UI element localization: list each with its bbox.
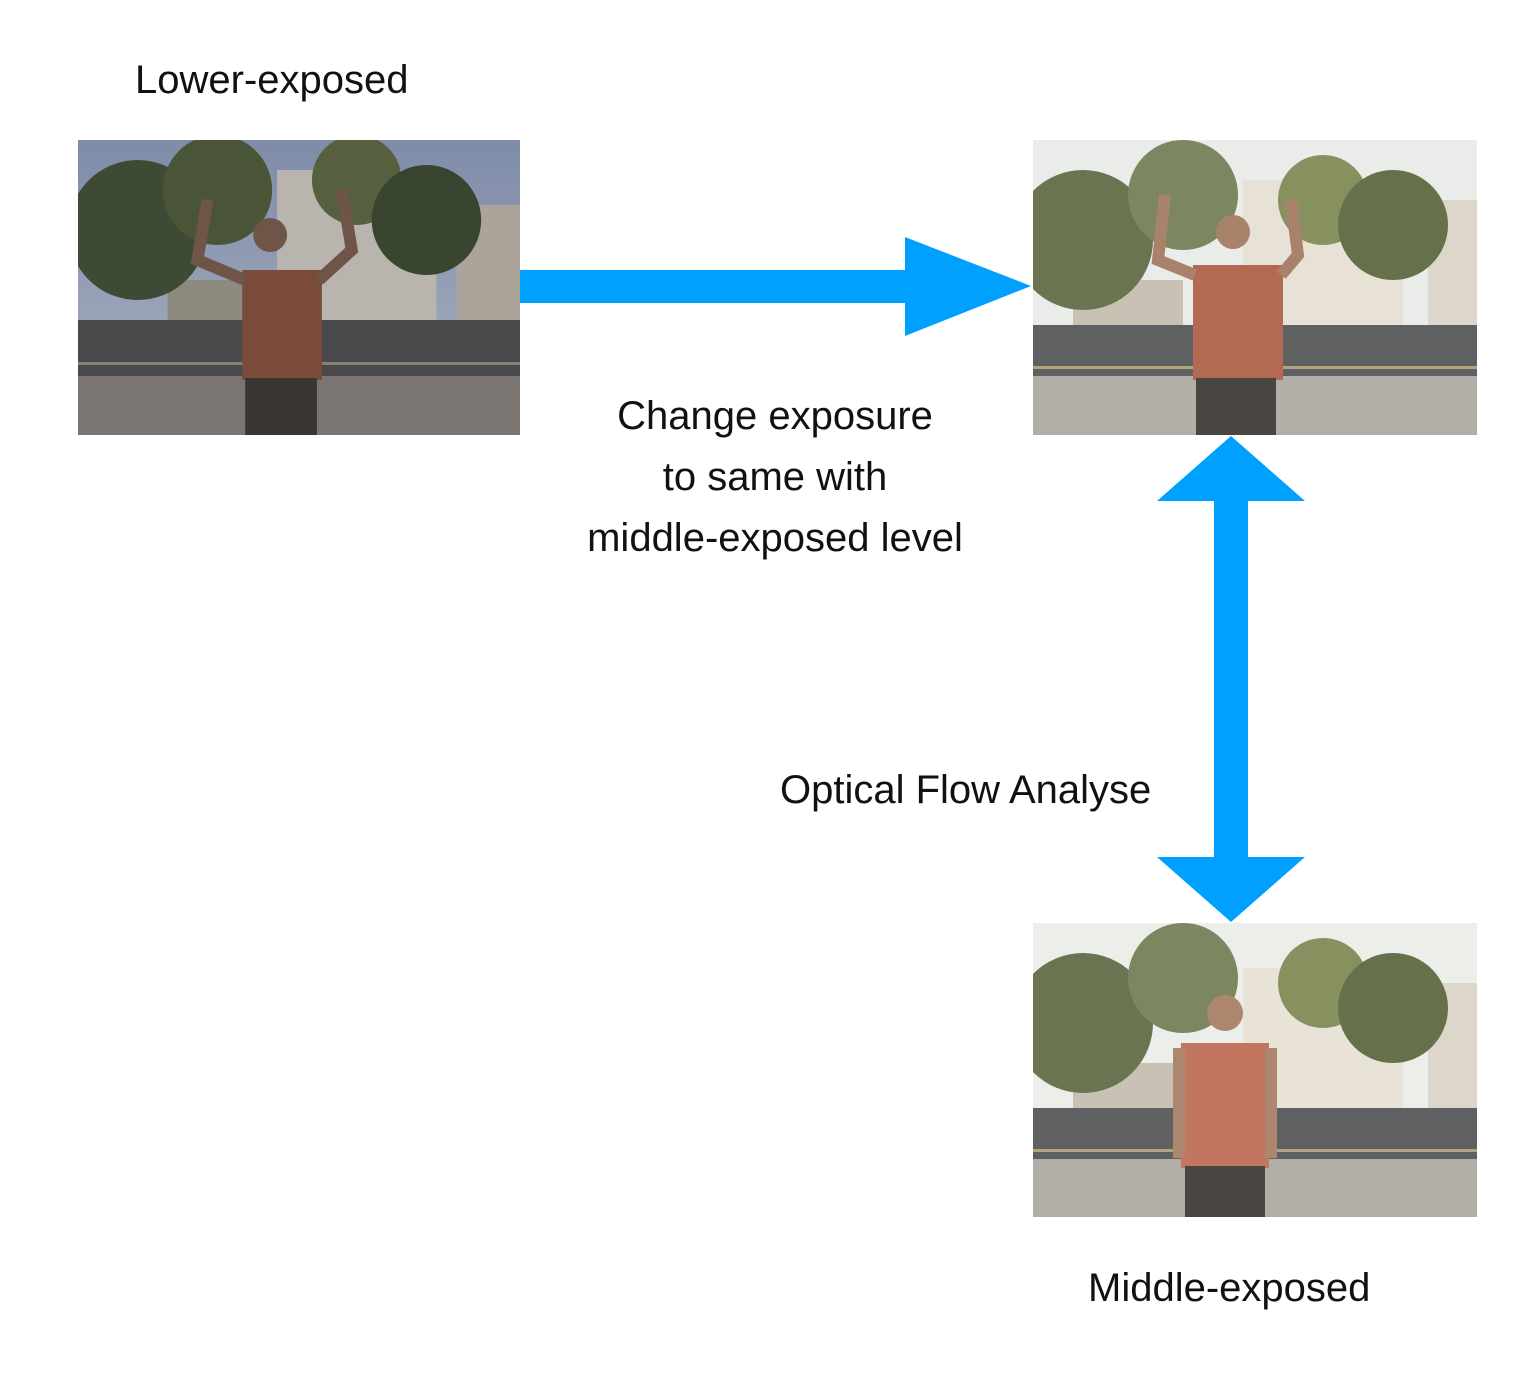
change-exposure-label: Change exposure to same with middle-expo… <box>520 386 1030 569</box>
right-arrow <box>520 237 1031 336</box>
double-headed-vertical-arrow <box>1157 436 1305 922</box>
lower-exposed-label: Lower-exposed <box>135 58 409 102</box>
middle-exposed-photo <box>1033 923 1477 1217</box>
adjusted-exposure-photo <box>1033 140 1477 435</box>
change-exposure-line-2: to same with <box>662 455 888 499</box>
lower-exposed-photo <box>78 140 520 435</box>
optical-flow-label: Optical Flow Analyse <box>780 768 1152 812</box>
middle-exposed-label: Middle-exposed <box>1088 1266 1371 1310</box>
change-exposure-line-1: Change exposure <box>617 394 933 438</box>
change-exposure-line-3: middle-exposed level <box>587 516 963 560</box>
